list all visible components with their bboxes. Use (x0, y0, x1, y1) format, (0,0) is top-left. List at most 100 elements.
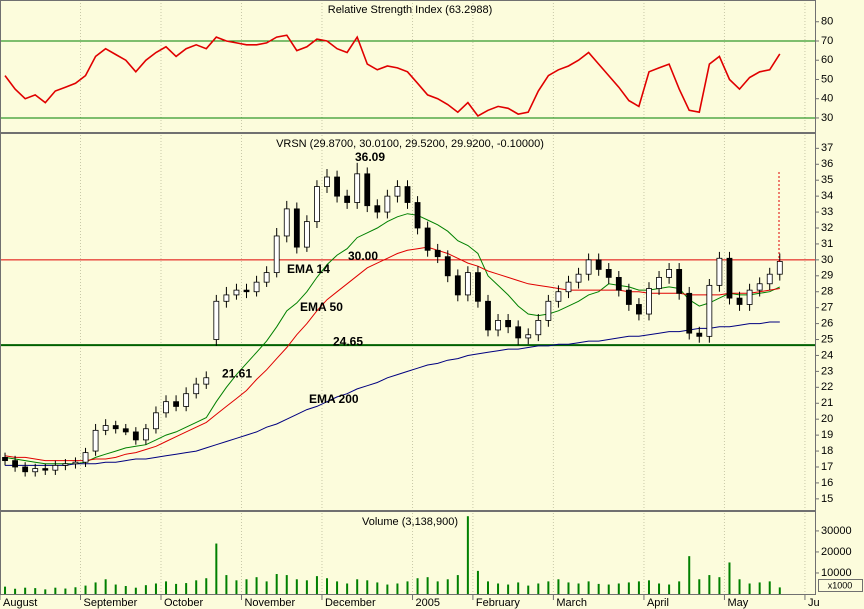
y-tick-label: 24 (821, 349, 833, 361)
volume-bar (738, 579, 741, 594)
candle-body (223, 294, 230, 302)
volume-bar (356, 579, 359, 594)
series-label: EMA 14 (287, 262, 330, 276)
candle-body (324, 176, 330, 187)
volume-bar (406, 581, 409, 594)
y-tick-label: 17 (821, 461, 833, 473)
volume-bar (165, 581, 168, 594)
candle-body (12, 460, 18, 468)
y-tick-label: 20 (821, 413, 833, 425)
y-tick-label: 26 (821, 317, 833, 329)
panel-title: Relative Strength Index (63.2988) (328, 4, 493, 16)
volume-bar (607, 584, 610, 594)
candle-body (112, 425, 119, 430)
candle-body (334, 176, 340, 197)
panel-title: Volume (3,138,900) (362, 516, 458, 528)
y-tick-label: 19 (821, 429, 833, 441)
y-tick-label: 10000 (821, 567, 852, 579)
candle-body (183, 393, 190, 407)
candle-body (2, 457, 8, 462)
volume-bar (185, 583, 188, 594)
candle-body (434, 249, 441, 258)
y-tick-label: 23 (821, 365, 833, 377)
y-tick-label: 50 (821, 73, 833, 85)
volume-bar (215, 543, 218, 594)
y-tick-label: 36 (821, 158, 833, 170)
volume-bar (647, 580, 650, 594)
volume-bar (175, 583, 178, 594)
candle-body (404, 186, 411, 203)
volume-bar (386, 584, 389, 594)
volume-bar (195, 580, 198, 594)
volume-bar (456, 575, 459, 594)
candle-body (243, 289, 250, 293)
volume-bar (14, 588, 17, 594)
volume-bar (315, 576, 318, 594)
volume-bar (64, 588, 67, 594)
volume-bar (34, 588, 37, 594)
x-tick-label: August (3, 597, 37, 609)
candle-body (153, 412, 159, 430)
volume-bar (54, 587, 57, 594)
candle-body (102, 425, 109, 431)
volume-bar (84, 585, 87, 594)
price-annotation: 36.09 (355, 150, 385, 164)
candle-body (485, 300, 491, 331)
volume-bar (24, 587, 27, 594)
volume-bar (708, 575, 711, 594)
candle-body (253, 281, 260, 293)
x-tick-label: November (244, 597, 295, 609)
volume-bar (668, 584, 671, 594)
volume-frame (0, 511, 816, 595)
volume-bar (205, 578, 208, 594)
volume-bar (346, 583, 349, 594)
candle-body (394, 186, 401, 197)
candle-body (535, 320, 542, 336)
volume-bar (527, 585, 530, 594)
candle-body (736, 297, 743, 305)
candle-body (314, 186, 320, 223)
y-tick-label: 16 (821, 477, 833, 489)
volume-bar (466, 516, 469, 594)
candle-body (364, 173, 371, 207)
volume-bar (235, 580, 238, 594)
volume-bar (587, 581, 590, 594)
candle-body (756, 283, 763, 291)
y-tick-label: 20000 (821, 546, 852, 558)
candle-body (555, 291, 562, 302)
volume-bar (124, 586, 127, 594)
candle-body (545, 300, 552, 321)
y-tick-label: 34 (821, 190, 833, 202)
volume-bar (637, 581, 640, 594)
candle-body (344, 195, 351, 203)
volume-bar (507, 584, 510, 594)
candle-body (746, 289, 753, 305)
volume-bar (476, 570, 479, 594)
candle-body (163, 401, 169, 414)
candle-body (354, 173, 361, 203)
volume-bar (326, 578, 329, 594)
volume-bar (537, 583, 540, 594)
y-tick-label: 35 (821, 174, 833, 186)
volume-bar (517, 582, 520, 594)
y-tick-label: 70 (821, 35, 833, 47)
volume-bar (366, 580, 369, 594)
volume-bar (748, 583, 751, 594)
volume-bar (336, 581, 339, 594)
line-series (5, 321, 780, 466)
x-tick-label: December (325, 597, 376, 609)
candle-body (82, 452, 89, 463)
y-tick-label: 15 (821, 493, 833, 505)
candle-body (615, 276, 622, 291)
y-tick-label: 31 (821, 238, 833, 250)
y-tick-label: 37 (821, 142, 833, 154)
candle-body (454, 275, 461, 296)
volume-bar (275, 574, 278, 594)
reference-label: 30.00 (348, 249, 378, 263)
y-tick-label: 32 (821, 222, 833, 234)
x-tick-label: May (727, 597, 748, 609)
y-tick-label: 27 (821, 302, 833, 314)
candle-body (132, 431, 139, 441)
candle-body (515, 326, 522, 339)
candle-body (62, 463, 69, 466)
